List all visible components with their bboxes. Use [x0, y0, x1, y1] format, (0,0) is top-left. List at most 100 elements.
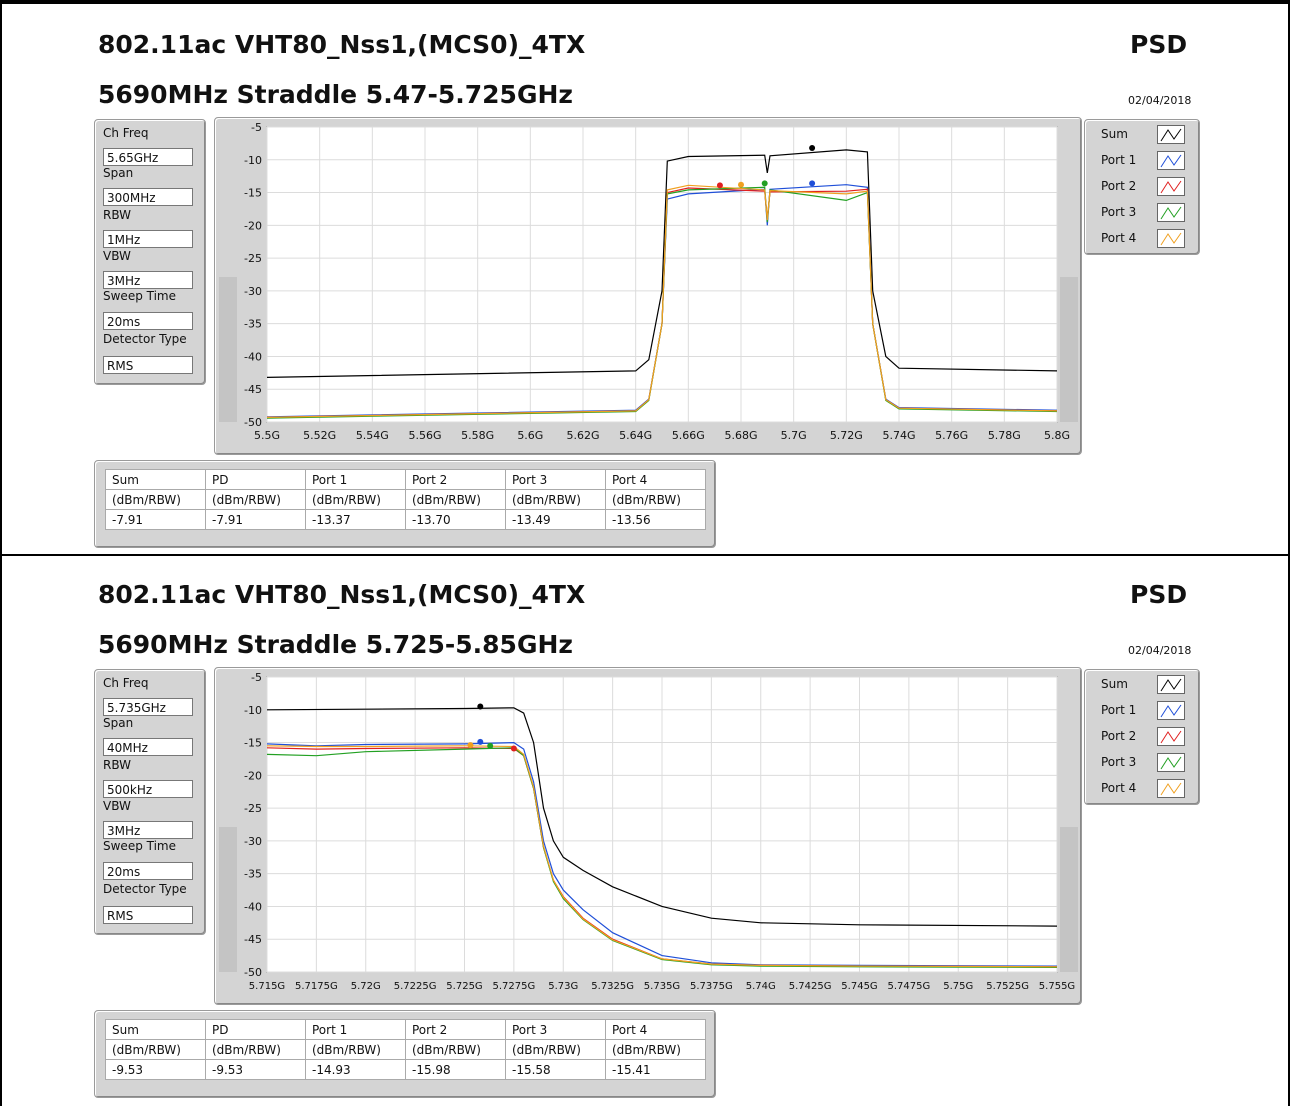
table-header-cell: Port 3 — [505, 1019, 606, 1040]
param-value-detector-type[interactable]: RMS — [103, 906, 193, 924]
table-unit-cell: (dBm/RBW) — [505, 1039, 606, 1060]
x-tick-label: 5.7175G — [295, 981, 338, 992]
param-value-vbw[interactable]: 3MHz — [103, 821, 193, 839]
legend-box: Sum Port 1 Port 2 Port 3 Port 4 — [1084, 119, 1200, 255]
table-value-cell: -15.41 — [605, 1059, 706, 1080]
legend-label: Port 3 — [1101, 755, 1137, 769]
param-value-sweep-time[interactable]: 20ms — [103, 312, 193, 330]
table-unit-cell: (dBm/RBW) — [105, 1039, 206, 1060]
table-value-cell: -7.91 — [105, 509, 206, 530]
legend-swatch-icon — [1157, 229, 1185, 248]
table-header-cell: Port 1 — [305, 469, 406, 490]
legend-item-port-1[interactable]: Port 1 — [1093, 149, 1193, 173]
x-tick-label: 5.76G — [935, 429, 968, 442]
y-tick-label: -40 — [244, 900, 262, 913]
param-label-vbw: VBW — [103, 249, 131, 263]
table-value-cell: -15.98 — [405, 1059, 506, 1080]
results-table: Sum PD Port 1 Port 2 Port 3 Port 4 (dBm/… — [105, 1019, 706, 1080]
y-tick-label: -45 — [244, 383, 262, 396]
param-value-rbw[interactable]: 1MHz — [103, 230, 193, 248]
param-label-detector-type: Detector Type — [103, 882, 187, 896]
legend-label: Port 1 — [1101, 703, 1137, 717]
legend-swatch-icon — [1157, 779, 1185, 798]
y-tick-label: -45 — [244, 933, 262, 946]
param-value-detector-type[interactable]: RMS — [103, 356, 193, 374]
peak-marker-sum — [477, 703, 484, 710]
param-label-span: Span — [103, 716, 134, 730]
series-line-sum — [266, 149, 1058, 378]
table-header-cell: Port 1 — [305, 1019, 406, 1040]
peak-marker-port-1 — [809, 180, 816, 187]
param-label-rbw: RBW — [103, 208, 132, 222]
table-unit-cell: (dBm/RBW) — [605, 1039, 706, 1060]
peak-marker-port-2 — [716, 182, 723, 189]
legend-swatch-icon — [1157, 177, 1185, 196]
legend-label: Port 4 — [1101, 231, 1137, 245]
param-value-span[interactable]: 300MHz — [103, 188, 193, 206]
y-tick-label: -40 — [244, 350, 262, 363]
param-value-ch-freq[interactable]: 5.65GHz — [103, 148, 193, 166]
y-tick-label: -15 — [244, 187, 262, 200]
param-label-ch-freq: Ch Freq — [103, 676, 149, 690]
table-units-row: (dBm/RBW) (dBm/RBW) (dBm/RBW) (dBm/RBW) … — [105, 1039, 706, 1060]
series-line-sum — [266, 707, 1058, 927]
table-value-cell: -14.93 — [305, 1059, 406, 1080]
table-units-row: (dBm/RBW) (dBm/RBW) (dBm/RBW) (dBm/RBW) … — [105, 489, 706, 510]
table-header-cell: Port 2 — [405, 469, 506, 490]
param-label-vbw: VBW — [103, 799, 131, 813]
x-tick-label: 5.7425G — [789, 981, 832, 992]
legend-swatch-icon — [1157, 125, 1185, 144]
legend-item-sum[interactable]: Sum — [1093, 673, 1193, 697]
table-value-cell: -13.37 — [305, 509, 406, 530]
y-tick-label: -30 — [244, 835, 262, 848]
legend-item-port-1[interactable]: Port 1 — [1093, 699, 1193, 723]
y-tick-label: -20 — [244, 769, 262, 782]
legend-item-port-3[interactable]: Port 3 — [1093, 751, 1193, 775]
x-tick-label: 5.74G — [882, 429, 915, 442]
legend-item-port-4[interactable]: Port 4 — [1093, 227, 1193, 251]
legend-item-port-2[interactable]: Port 2 — [1093, 175, 1193, 199]
table-value-cell: -9.53 — [205, 1059, 306, 1080]
panel-title: 802.11ac VHT80_Nss1,(MCS0)_4TX — [98, 30, 586, 59]
x-tick-label: 5.715G — [249, 981, 285, 992]
plot-scrollbar[interactable] — [1060, 277, 1078, 422]
param-value-span[interactable]: 40MHz — [103, 738, 193, 756]
x-tick-label: 5.75G — [943, 981, 973, 992]
peak-marker-sum — [809, 144, 816, 151]
legend-swatch-icon — [1157, 151, 1185, 170]
panel-divider — [0, 554, 1290, 556]
legend-swatch-icon — [1157, 753, 1185, 772]
x-tick-label: 5.72G — [351, 981, 381, 992]
x-tick-label: 5.64G — [619, 429, 652, 442]
panel-subtitle: 5690MHz Straddle 5.725-5.85GHz — [98, 630, 573, 659]
param-value-rbw[interactable]: 500kHz — [103, 780, 193, 798]
table-unit-cell: (dBm/RBW) — [105, 489, 206, 510]
param-value-sweep-time[interactable]: 20ms — [103, 862, 193, 880]
plot-scrollbar-left[interactable] — [219, 827, 237, 972]
legend-item-port-3[interactable]: Port 3 — [1093, 201, 1193, 225]
legend-item-port-2[interactable]: Port 2 — [1093, 725, 1193, 749]
table-value-cell: -13.70 — [405, 509, 506, 530]
param-value-vbw[interactable]: 3MHz — [103, 271, 193, 289]
x-tick-label: 5.6G — [517, 429, 543, 442]
x-tick-label: 5.68G — [724, 429, 757, 442]
x-tick-label: 5.7225G — [394, 981, 437, 992]
param-label-sweep-time: Sweep Time — [103, 289, 176, 303]
plot-scrollbar-left[interactable] — [219, 277, 237, 422]
y-tick-label: -25 — [244, 802, 262, 815]
legend-item-sum[interactable]: Sum — [1093, 123, 1193, 147]
psd-panel-1: 802.11ac VHT80_Nss1,(MCS0)_4TX 5690MHz S… — [0, 0, 1290, 550]
table-header-cell: PD — [205, 469, 306, 490]
psd-label: PSD — [1130, 580, 1188, 609]
peak-marker-port-4 — [738, 181, 744, 188]
x-tick-label: 5.7G — [781, 429, 807, 442]
y-tick-label: -30 — [244, 285, 262, 298]
param-value-ch-freq[interactable]: 5.735GHz — [103, 698, 193, 716]
legend-item-port-4[interactable]: Port 4 — [1093, 777, 1193, 801]
legend-box: Sum Port 1 Port 2 Port 3 Port 4 — [1084, 669, 1200, 805]
plot-scrollbar[interactable] — [1060, 827, 1078, 972]
results-table: Sum PD Port 1 Port 2 Port 3 Port 4 (dBm/… — [105, 469, 706, 530]
table-header-cell: Port 2 — [405, 1019, 506, 1040]
results-table-box: Sum PD Port 1 Port 2 Port 3 Port 4 (dBm/… — [94, 1010, 716, 1098]
